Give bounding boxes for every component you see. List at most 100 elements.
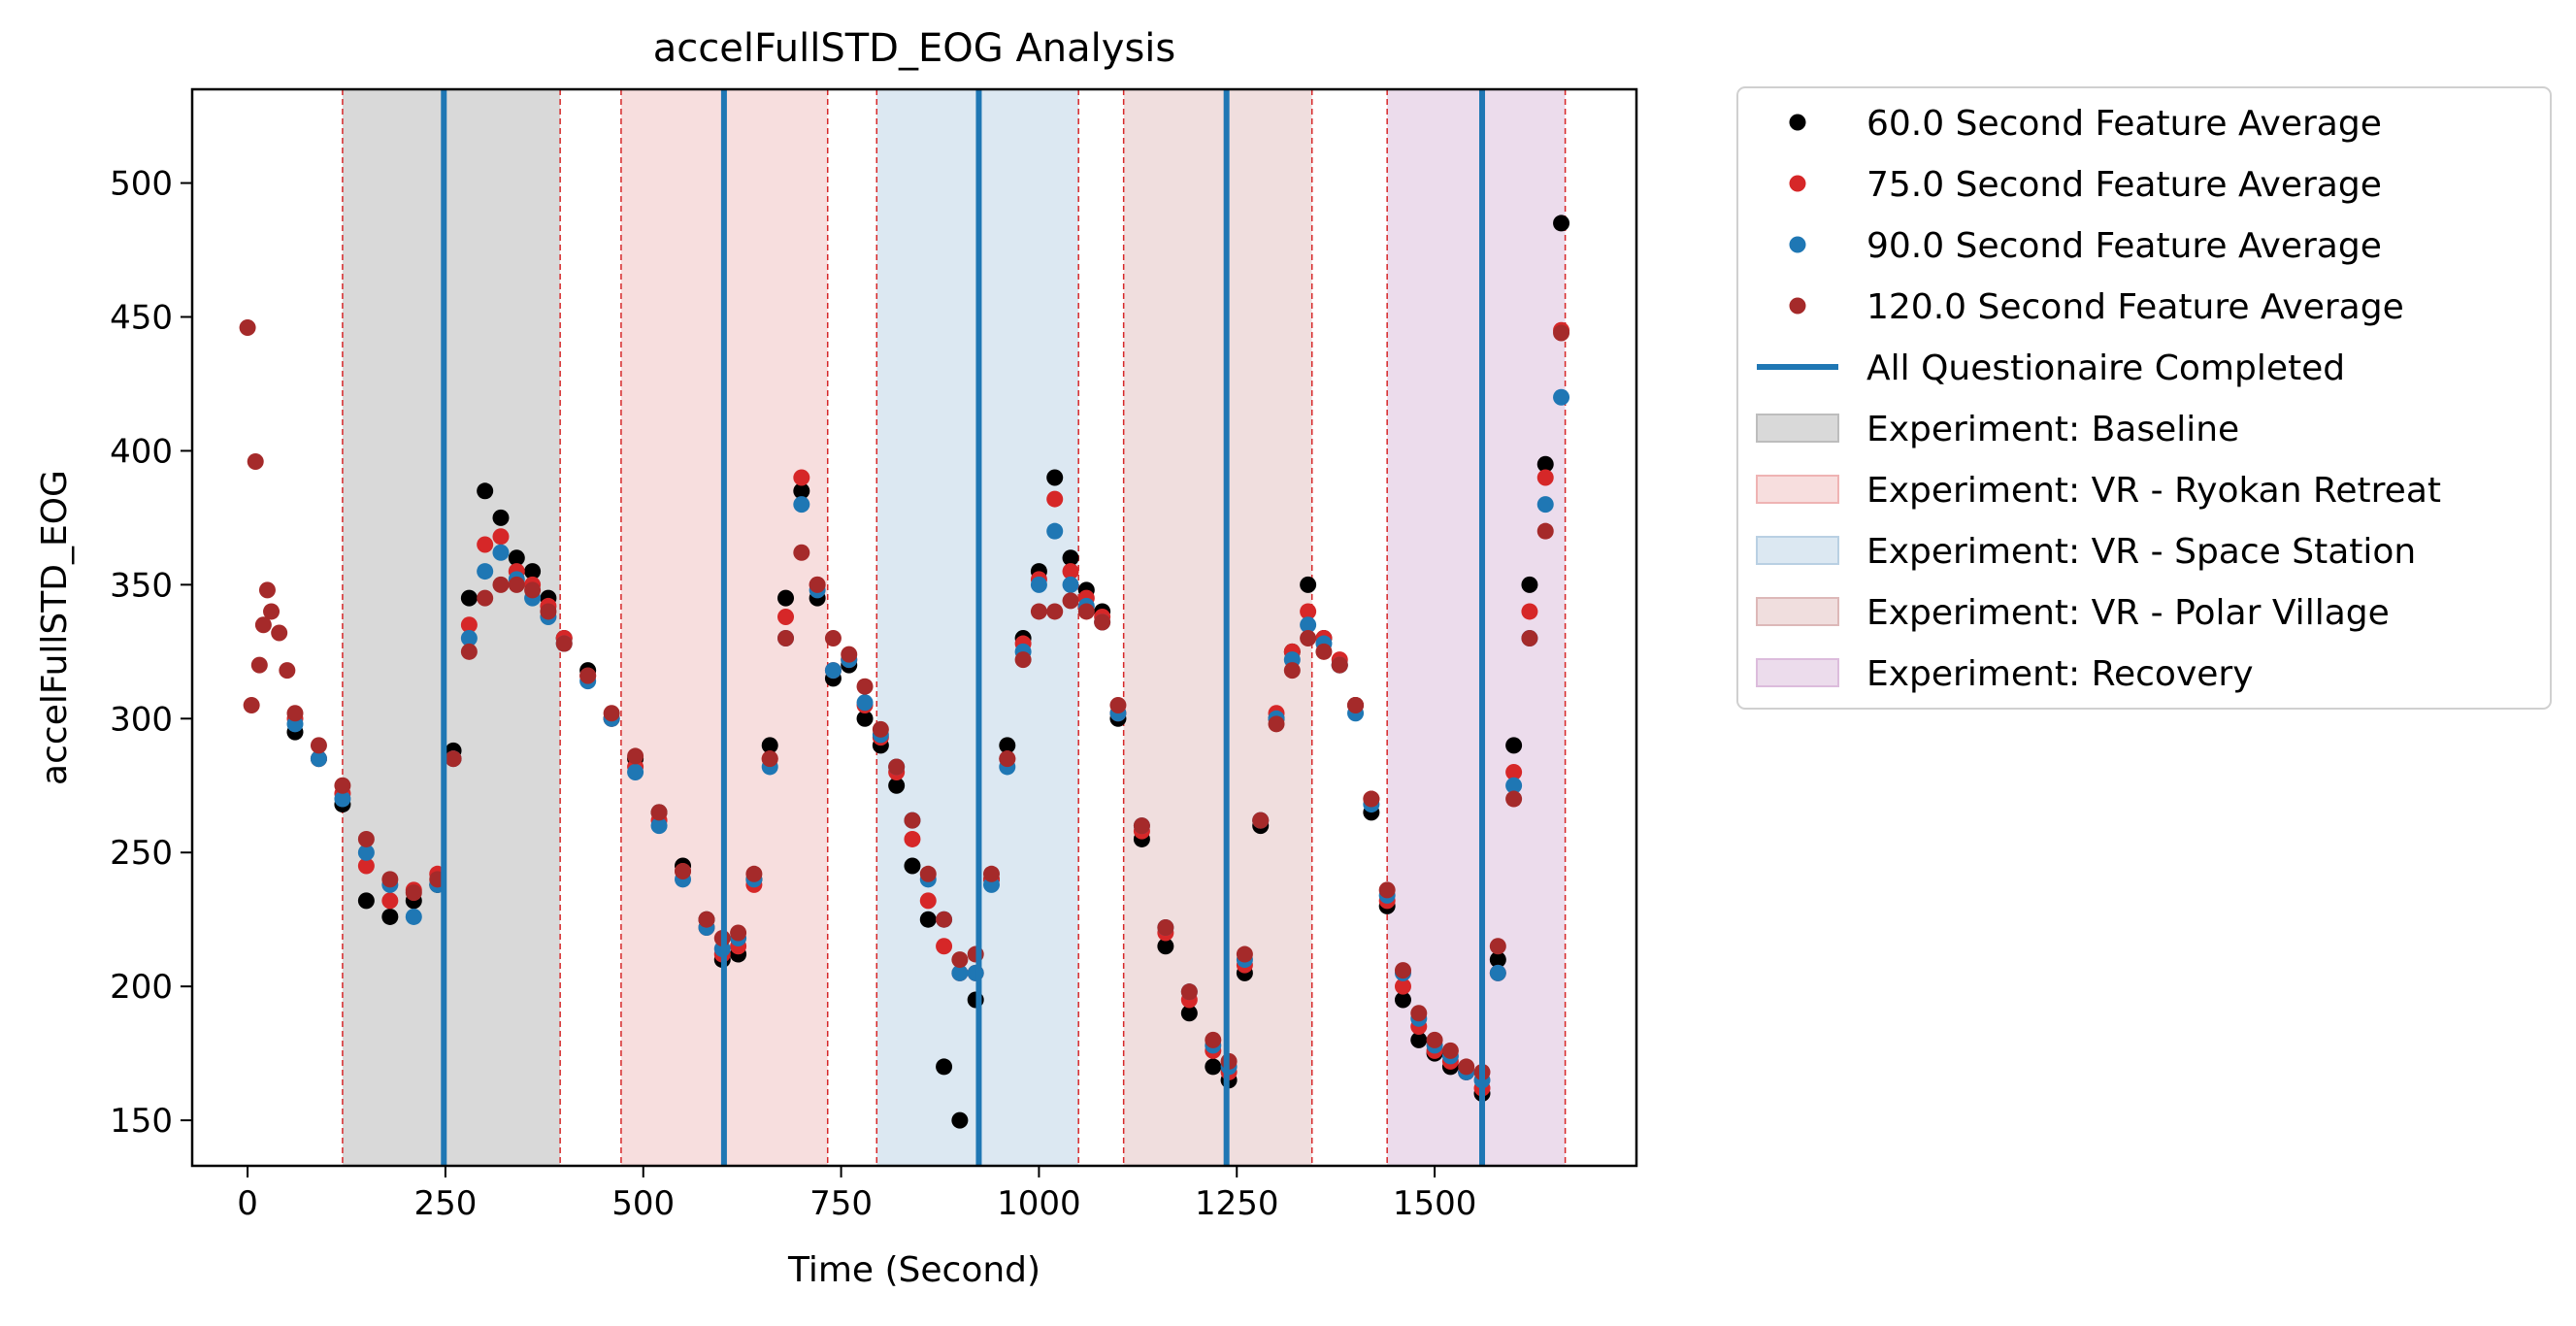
data-point <box>1394 978 1411 995</box>
chart-title: accelFullSTD_EOG Analysis <box>653 26 1176 71</box>
legend-label: 90.0 Second Feature Average <box>1866 226 2382 266</box>
data-point <box>1300 576 1317 593</box>
y-axis-ticks: 150 200 250 300 350 400 450 500 <box>110 165 192 1141</box>
data-point <box>381 871 399 888</box>
data-point <box>1536 522 1554 540</box>
legend-marker <box>1756 475 1839 504</box>
x-tick-label: 1250 <box>1195 1184 1279 1223</box>
data-point <box>999 750 1016 768</box>
data-point <box>982 865 1000 882</box>
data-point <box>856 678 874 695</box>
data-point <box>919 892 937 910</box>
y-tick-label: 250 <box>110 834 173 873</box>
data-point <box>1553 324 1570 342</box>
data-point <box>936 911 953 928</box>
data-point <box>904 857 921 875</box>
data-point <box>357 857 375 875</box>
y-tick-label: 500 <box>110 165 173 204</box>
data-point <box>1489 951 1506 969</box>
data-point <box>951 964 969 981</box>
legend-marker <box>1756 597 1839 626</box>
data-point <box>250 656 268 674</box>
data-point <box>263 603 281 620</box>
legend-entry: 60.0 Second Feature Average <box>1789 104 2382 144</box>
data-point <box>1180 983 1198 1001</box>
x-tick-label: 1000 <box>997 1184 1081 1223</box>
data-point <box>310 737 327 754</box>
x-tick-label: 1500 <box>1393 1184 1477 1223</box>
data-point <box>357 830 375 847</box>
data-point <box>1252 812 1270 829</box>
data-point <box>579 667 597 684</box>
data-point <box>310 750 327 768</box>
data-point <box>477 536 494 553</box>
data-point <box>540 603 557 620</box>
series-3 <box>239 319 1570 1080</box>
data-point <box>254 616 272 634</box>
data-point <box>675 863 692 880</box>
data-point <box>919 911 937 928</box>
data-point <box>381 892 399 910</box>
legend-entry: Experiment: VR - Space Station <box>1756 532 2416 572</box>
data-point <box>524 563 542 580</box>
data-point <box>1553 215 1570 232</box>
data-point <box>793 469 810 486</box>
data-point <box>1521 576 1538 593</box>
data-point <box>1458 1058 1475 1076</box>
y-tick-label: 450 <box>110 298 173 337</box>
data-point <box>1157 938 1174 955</box>
data-point <box>824 662 842 680</box>
data-point <box>239 319 256 337</box>
data-point <box>1505 763 1523 780</box>
data-series <box>239 215 1570 1129</box>
data-point <box>460 616 478 634</box>
y-tick-label: 200 <box>110 968 173 1007</box>
data-point <box>357 892 375 910</box>
phase-band <box>1123 89 1312 1166</box>
legend-label: All Questionaire Completed <box>1866 348 2345 388</box>
data-point <box>1236 945 1253 963</box>
data-point <box>1441 1042 1459 1059</box>
data-point <box>777 589 795 607</box>
data-point <box>1536 469 1554 486</box>
y-tick-label: 400 <box>110 432 173 471</box>
legend-label: 75.0 Second Feature Average <box>1866 165 2382 205</box>
legend-label: 120.0 Second Feature Average <box>1866 287 2404 327</box>
data-point <box>1268 715 1285 733</box>
x-axis-label: Time (Second) <box>787 1250 1040 1290</box>
data-point <box>1180 1005 1198 1022</box>
data-point <box>271 624 288 642</box>
data-point <box>1505 790 1523 808</box>
data-point <box>1331 656 1348 674</box>
y-tick-label: 150 <box>110 1102 173 1141</box>
legend-marker <box>1789 297 1806 315</box>
legend-marker <box>1756 536 1839 565</box>
data-point <box>1030 576 1047 593</box>
legend-entry: Experiment: VR - Polar Village <box>1756 593 2390 633</box>
data-point <box>1553 388 1570 406</box>
legend-label: Experiment: Baseline <box>1866 410 2239 449</box>
legend: 60.0 Second Feature Average 75.0 Second F… <box>1736 86 2552 710</box>
data-point <box>492 576 510 593</box>
data-point <box>1505 737 1523 754</box>
data-point <box>460 643 478 660</box>
legend-entry: 120.0 Second Feature Average <box>1789 287 2404 327</box>
data-point <box>793 544 810 561</box>
questionnaire-lines <box>441 89 1486 1166</box>
legend-label: Experiment: Recovery <box>1866 654 2254 694</box>
data-point <box>1014 651 1032 669</box>
data-point <box>405 884 422 902</box>
legend-marker <box>1789 114 1806 131</box>
data-point <box>1363 790 1380 808</box>
data-point <box>1046 469 1064 486</box>
data-point <box>603 705 620 722</box>
x-axis-ticks: 0 250 500 750 1000 1250 1500 <box>237 1166 1476 1223</box>
data-point <box>888 777 906 794</box>
data-point <box>286 705 304 722</box>
x-tick-label: 750 <box>809 1184 873 1223</box>
data-point <box>809 576 826 593</box>
legend-entry: All Questionaire Completed <box>1757 348 2345 388</box>
data-point <box>919 865 937 882</box>
data-point <box>334 777 351 794</box>
legend-marker <box>1756 414 1839 443</box>
